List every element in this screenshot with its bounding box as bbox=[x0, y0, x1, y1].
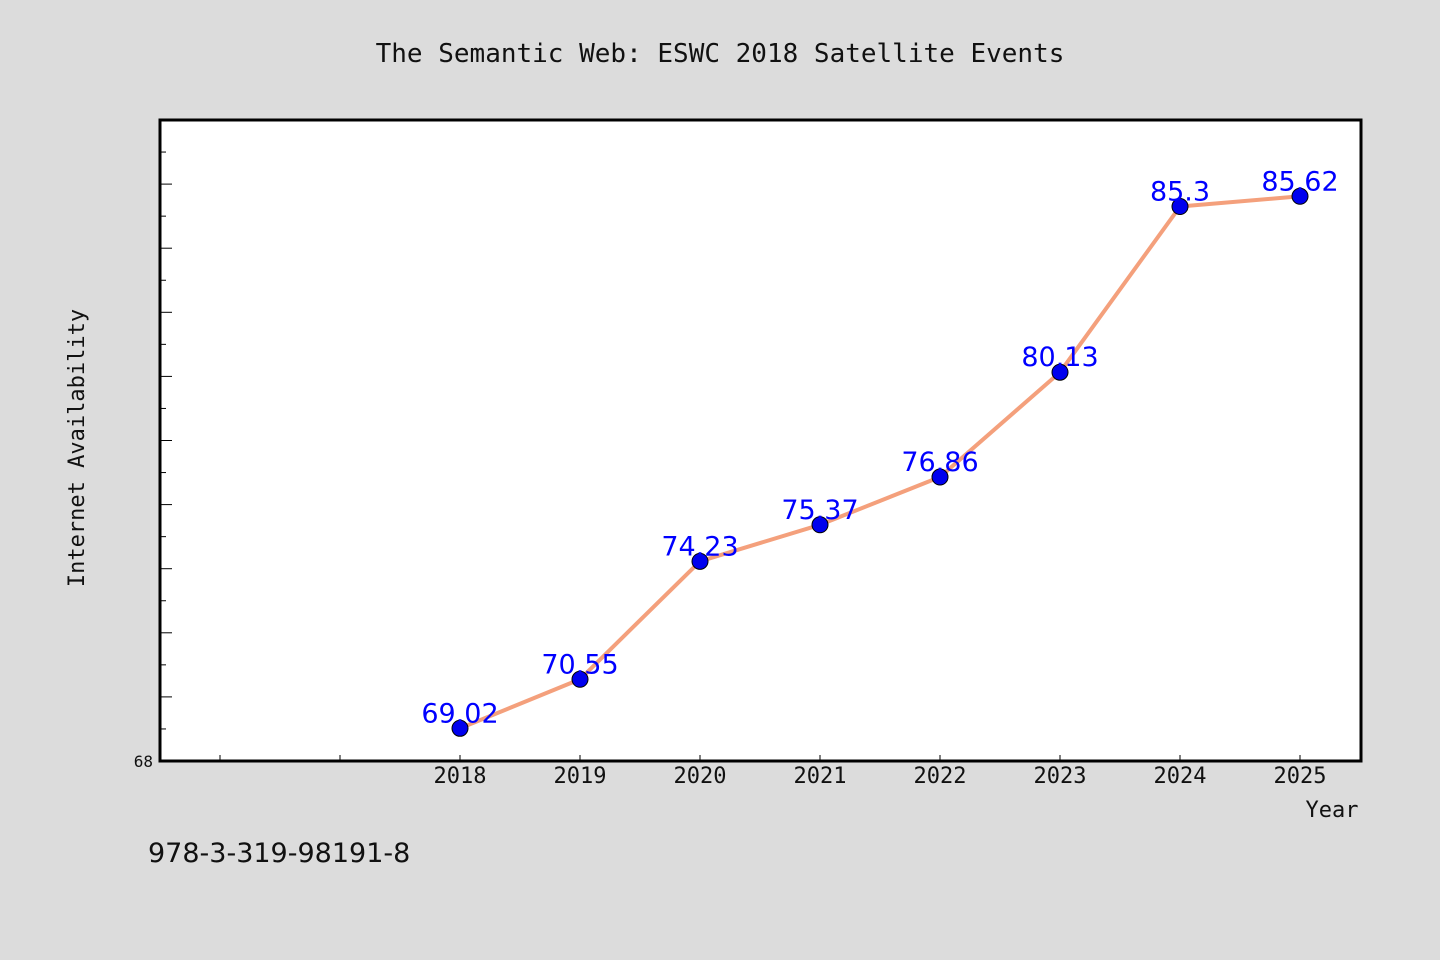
data-label: 75.37 bbox=[781, 495, 858, 526]
data-label: 74.23 bbox=[661, 531, 738, 562]
series-line bbox=[458, 194, 1302, 731]
data-point bbox=[691, 552, 709, 570]
data-point bbox=[1051, 363, 1069, 381]
x-tick-label: 2023 bbox=[1034, 764, 1087, 789]
y-axis-label: Internet Availability bbox=[65, 309, 90, 587]
data-label: 80.13 bbox=[1021, 342, 1098, 373]
plot-area bbox=[160, 120, 1361, 761]
data-label: 69.02 bbox=[421, 698, 498, 729]
data-point bbox=[811, 516, 829, 534]
x-tick-label: 2025 bbox=[1274, 764, 1327, 789]
x-axis-label: Year bbox=[1306, 798, 1359, 823]
data-label: 85.3 bbox=[1150, 177, 1210, 208]
x-tick-label: 2022 bbox=[914, 764, 967, 789]
y-tick-labels: 68 bbox=[134, 752, 153, 771]
x-tick-label: 2024 bbox=[1154, 764, 1207, 789]
data-labels-layer: 69.02 70.55 74.23 75.37 76.86 80.13 85.3 85.62 bbox=[421, 166, 1338, 729]
data-label: 70.55 bbox=[541, 649, 618, 680]
x-tick-label: 2021 bbox=[794, 764, 847, 789]
plot-frame bbox=[158, 118, 1363, 763]
data-point bbox=[931, 468, 949, 486]
data-label: 85.62 bbox=[1261, 166, 1338, 197]
data-point bbox=[451, 719, 469, 737]
y-tick-label: 68 bbox=[134, 752, 153, 771]
isbn-text: 978-3-319-98191-8 bbox=[148, 838, 410, 869]
data-point bbox=[571, 670, 589, 688]
x-tick-label: 2018 bbox=[434, 764, 487, 789]
x-tick-label: 2020 bbox=[674, 764, 727, 789]
series-layer bbox=[458, 194, 1302, 731]
data-point bbox=[1291, 187, 1309, 205]
data-point bbox=[1171, 198, 1189, 216]
x-tick-labels: 2018 2019 2020 2021 2022 2023 2024 2025 bbox=[434, 764, 1327, 789]
points-layer bbox=[451, 187, 1309, 737]
chart-title: The Semantic Web: ESWC 2018 Satellite Ev… bbox=[376, 39, 1065, 69]
data-label: 76.86 bbox=[901, 447, 978, 478]
x-tick-label: 2019 bbox=[554, 764, 607, 789]
